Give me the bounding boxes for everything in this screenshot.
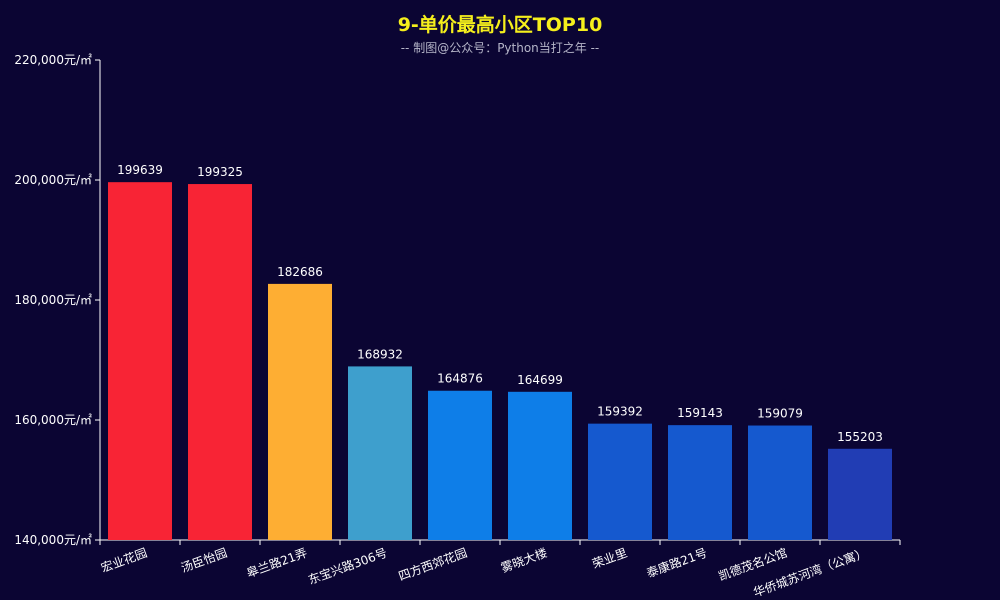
bar-value-label: 199325 (197, 165, 243, 179)
x-tick-label: 宏业花园 (99, 545, 149, 576)
x-tick-label: 泰康路21号 (644, 545, 709, 581)
bar (508, 391, 572, 540)
bar (748, 425, 812, 540)
bar-value-label: 159079 (757, 407, 803, 421)
bar (428, 390, 492, 540)
chart-title: 9-单价最高小区TOP10 (397, 14, 603, 36)
x-tick-label: 汤臣怡园 (179, 546, 229, 576)
bar-value-label: 155203 (837, 430, 883, 444)
y-tick-label: 160,000元/㎡ (14, 413, 92, 427)
y-tick-label: 180,000元/㎡ (14, 293, 92, 307)
bar (108, 182, 172, 540)
x-tick-label: 雾晓大楼 (499, 545, 549, 576)
y-tick-label: 200,000元/㎡ (14, 173, 92, 187)
bar (828, 448, 892, 540)
bar-value-label: 159143 (677, 406, 723, 420)
bar-value-label: 182686 (277, 265, 323, 279)
bar-value-label: 164876 (437, 372, 483, 386)
bar (188, 184, 252, 541)
bar-value-label: 199639 (117, 163, 163, 177)
y-tick-label: 220,000元/㎡ (14, 53, 92, 67)
chart-y-labels: 140,000元/㎡ 160,000元/㎡ 180,000元/㎡ 200,000元/㎡… (14, 53, 92, 547)
bar-value-label: 164699 (517, 373, 563, 387)
bar (268, 283, 332, 540)
y-tick-label: 140,000元/㎡ (14, 533, 92, 547)
chart-subtitle: -- 制图@公众号：Python当打之年 -- (400, 41, 600, 55)
x-tick-label: 荣业里 (590, 546, 629, 571)
chart-bars (108, 182, 892, 541)
chart-bar-labels: 199639 199325 182686 168932 164876 164699 1593… (117, 163, 883, 444)
bar (348, 366, 412, 540)
bar (588, 423, 652, 540)
bar-value-label: 159392 (597, 405, 643, 419)
x-tick-label: 四方西郊花园 (396, 545, 469, 584)
bar-value-label: 168932 (357, 347, 403, 361)
x-tick-label: 皋兰路21弄 (244, 545, 309, 581)
bar (668, 425, 732, 540)
x-tick-label: 东宝兴路306号 (306, 545, 389, 587)
